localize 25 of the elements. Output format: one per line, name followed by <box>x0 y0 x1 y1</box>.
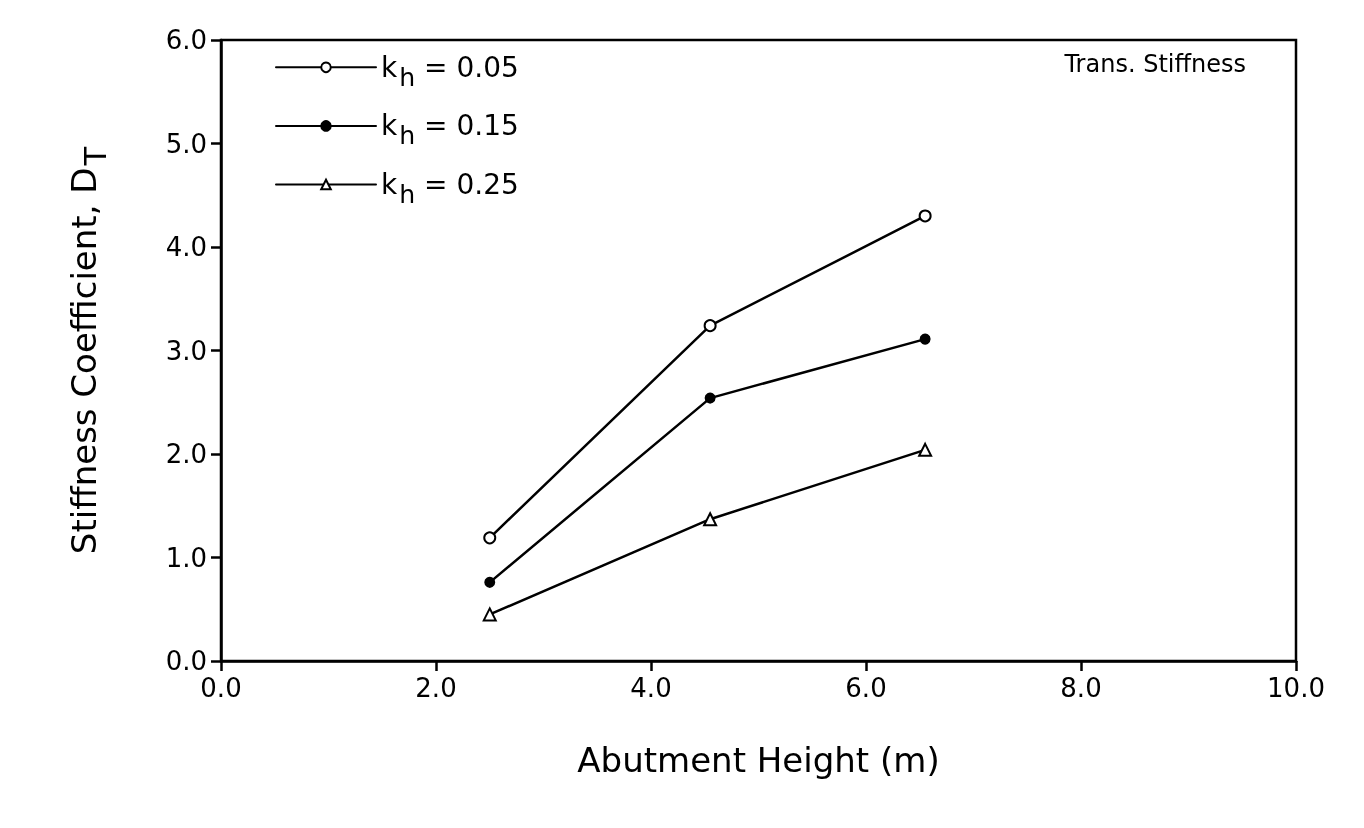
point <box>482 607 497 622</box>
x-tick-label: 8.0 <box>1060 673 1102 703</box>
y-tick-label: 0.0 <box>165 646 207 676</box>
point <box>703 512 718 527</box>
point <box>919 333 931 345</box>
point <box>704 392 716 404</box>
x-tick-label: 0.0 <box>200 673 242 703</box>
point <box>483 531 497 545</box>
x-axis-title: Abutment Height (m) <box>577 740 940 781</box>
x-tick-label: 10.0 <box>1267 673 1325 703</box>
y-tick-label: 1.0 <box>165 542 207 573</box>
annotation: Trans. Stiffness <box>1063 50 1246 78</box>
x-tick-label: 6.0 <box>845 673 887 703</box>
y-tick-label: 3.0 <box>165 335 207 366</box>
y-tick-label: 6.0 <box>165 25 207 55</box>
y-tick-label: 5.0 <box>165 128 207 159</box>
y-axis-title: Stiffness Coefficient, DT <box>63 146 114 555</box>
y-tick-label: 4.0 <box>165 232 207 262</box>
point <box>484 576 496 588</box>
x-tick-label: 4.0 <box>630 673 672 703</box>
y-tick-label: 2.0 <box>165 439 207 469</box>
point <box>918 442 933 457</box>
point <box>703 319 717 333</box>
point <box>918 209 932 223</box>
x-tick-label: 2.0 <box>415 673 457 703</box>
